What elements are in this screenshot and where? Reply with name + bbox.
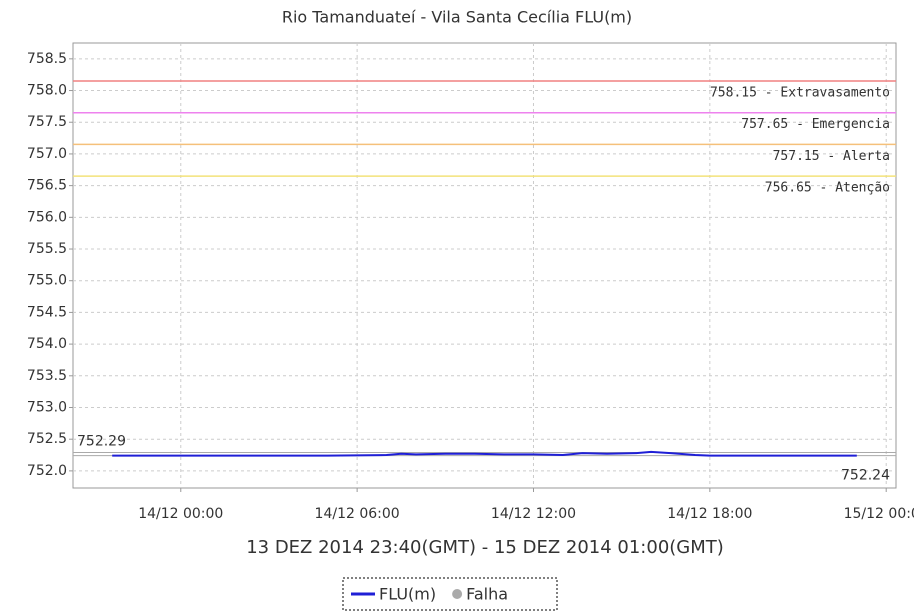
legend-box — [342, 577, 558, 611]
legend-label: FLU(m) — [379, 585, 436, 604]
y-tick-label: 756.5 — [27, 178, 67, 194]
threshold-label: 758.15 - Extravasamento — [710, 86, 890, 101]
y-tick-label: 758.5 — [27, 51, 67, 67]
x-tick-label: 14/12 12:00 — [491, 506, 576, 522]
annotation-label: 752.24 — [841, 468, 890, 484]
y-tick-label: 757.0 — [27, 146, 67, 162]
chart-title: Rio Tamanduateí - Vila Santa Cecília FLU… — [282, 8, 632, 27]
legend-swatch — [452, 589, 463, 599]
y-tick-label: 754.0 — [27, 336, 67, 352]
series-line — [112, 450, 857, 457]
y-tick-label: 753.0 — [27, 399, 67, 415]
x-axis-label: 13 DEZ 2014 23:40(GMT) - 15 DEZ 2014 01:… — [246, 537, 724, 558]
threshold-label: 757.15 - Alerta — [773, 149, 890, 164]
y-tick-label: 752.0 — [27, 463, 67, 479]
y-tick-label: 754.5 — [27, 304, 67, 320]
x-tick-label: 14/12 06:00 — [315, 506, 400, 522]
y-tick-label: 752.5 — [27, 431, 67, 447]
legend-label: Falha — [466, 585, 508, 604]
annotation-label: 752.29 — [77, 434, 126, 450]
x-tick-label: 14/12 00:00 — [138, 506, 223, 522]
y-tick-label: 755.5 — [27, 241, 67, 257]
y-tick-label: 756.0 — [27, 209, 67, 225]
plot-area — [72, 42, 897, 489]
threshold-label: 756.65 - Atenção — [765, 181, 890, 196]
y-tick-label: 755.0 — [27, 273, 67, 289]
x-tick-label: 15/12 00:00 — [844, 506, 914, 522]
x-tick-label: 14/12 18:00 — [667, 506, 752, 522]
y-tick-label: 753.5 — [27, 368, 67, 384]
y-tick-label: 758.0 — [27, 83, 67, 99]
y-tick-label: 757.5 — [27, 114, 67, 130]
threshold-label: 757.65 - Emergencia — [741, 117, 890, 132]
